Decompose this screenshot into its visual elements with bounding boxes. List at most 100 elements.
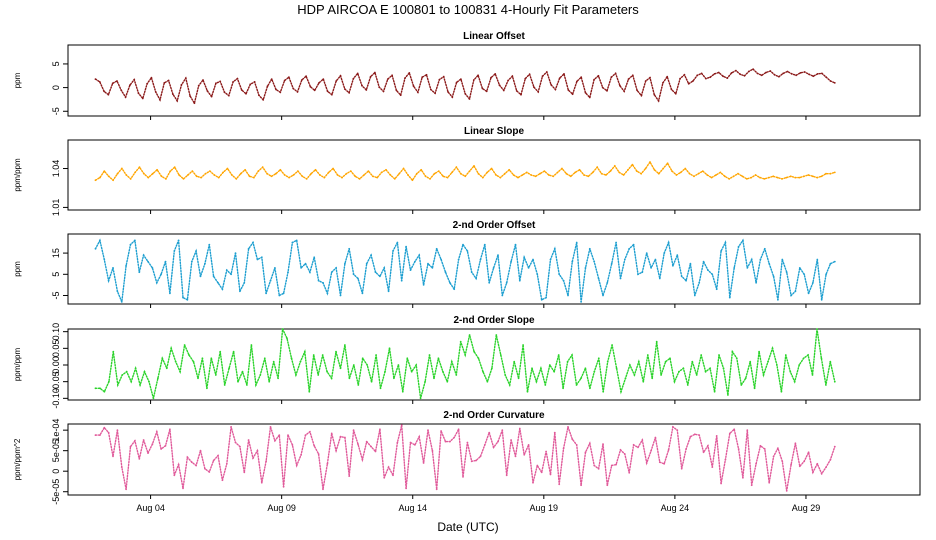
data-point bbox=[562, 447, 565, 450]
data-point bbox=[243, 281, 246, 284]
data-point bbox=[183, 344, 186, 346]
data-point bbox=[226, 167, 229, 170]
data-point bbox=[768, 262, 771, 265]
data-point bbox=[428, 354, 431, 356]
data-point bbox=[477, 357, 480, 360]
data-point bbox=[288, 76, 290, 79]
data-point bbox=[742, 476, 744, 479]
data-point bbox=[778, 75, 780, 78]
panel-frame bbox=[67, 139, 921, 211]
data-point bbox=[177, 239, 180, 242]
data-point bbox=[349, 170, 352, 173]
data-point bbox=[682, 367, 685, 370]
y-axis-label: ppm bbox=[13, 261, 22, 277]
data-point bbox=[282, 292, 285, 295]
data-point bbox=[803, 273, 806, 276]
data-point bbox=[326, 462, 329, 465]
data-point bbox=[695, 374, 698, 376]
data-point bbox=[669, 357, 671, 360]
data-point bbox=[357, 384, 360, 386]
data-point bbox=[601, 86, 604, 89]
data-point bbox=[785, 271, 788, 274]
data-point bbox=[344, 344, 346, 346]
data-point bbox=[685, 279, 687, 282]
y-tick-label: 0.05 bbox=[51, 340, 61, 358]
data-point bbox=[497, 254, 499, 257]
data-point bbox=[420, 168, 423, 171]
data-point bbox=[606, 90, 608, 92]
data-point bbox=[197, 377, 199, 380]
data-point bbox=[658, 277, 661, 280]
data-point bbox=[786, 70, 789, 73]
data-point bbox=[754, 174, 757, 176]
data-point bbox=[829, 458, 832, 461]
data-point bbox=[361, 458, 364, 461]
data-point bbox=[632, 444, 635, 446]
data-point bbox=[453, 288, 456, 291]
data-point bbox=[393, 178, 396, 180]
data-point bbox=[313, 89, 316, 92]
data-point bbox=[137, 92, 140, 95]
data-point bbox=[522, 344, 524, 346]
data-point bbox=[485, 90, 488, 93]
data-point bbox=[303, 350, 306, 353]
data-point bbox=[646, 354, 649, 356]
data-point bbox=[660, 374, 662, 376]
data-point bbox=[332, 167, 334, 170]
data-point bbox=[277, 377, 279, 380]
data-point bbox=[215, 82, 217, 85]
data-point bbox=[252, 457, 254, 459]
data-point bbox=[597, 357, 600, 360]
data-point bbox=[357, 277, 359, 280]
data-point bbox=[339, 74, 342, 77]
data-point bbox=[563, 73, 565, 75]
data-point bbox=[405, 487, 407, 490]
data-point bbox=[715, 435, 718, 437]
y-tick-label: 1.01 bbox=[51, 199, 61, 217]
data-point bbox=[833, 380, 836, 383]
data-point bbox=[580, 377, 582, 380]
data-point bbox=[204, 262, 206, 265]
data-point bbox=[108, 380, 110, 383]
data-point bbox=[270, 175, 273, 178]
data-point bbox=[740, 384, 743, 386]
data-point bbox=[370, 380, 373, 383]
data-point bbox=[540, 298, 543, 301]
data-point bbox=[807, 354, 809, 356]
data-point bbox=[274, 267, 276, 269]
data-point bbox=[459, 340, 462, 343]
data-point bbox=[565, 172, 568, 175]
data-point bbox=[326, 90, 329, 93]
data-point bbox=[339, 294, 342, 297]
data-point bbox=[488, 431, 491, 434]
data-point bbox=[633, 374, 636, 376]
data-point bbox=[737, 448, 740, 450]
data-point bbox=[702, 451, 705, 454]
data-point bbox=[649, 76, 651, 79]
data-point bbox=[812, 281, 814, 284]
data-point bbox=[606, 281, 609, 284]
data-point bbox=[399, 94, 402, 97]
data-point bbox=[558, 77, 561, 79]
data-point bbox=[130, 380, 133, 383]
data-point bbox=[593, 464, 596, 467]
data-point bbox=[588, 442, 591, 445]
data-point bbox=[161, 357, 164, 360]
data-point bbox=[706, 174, 709, 176]
data-point bbox=[392, 250, 394, 252]
data-point bbox=[710, 176, 713, 179]
data-point bbox=[829, 80, 832, 82]
data-point bbox=[495, 174, 497, 176]
data-point bbox=[112, 179, 114, 182]
data-point bbox=[562, 387, 564, 390]
data-point bbox=[473, 165, 475, 167]
data-point bbox=[319, 174, 321, 176]
data-point bbox=[644, 167, 647, 170]
data-point bbox=[427, 429, 429, 432]
data-point bbox=[134, 171, 137, 174]
data-point bbox=[331, 93, 333, 96]
data-point bbox=[679, 171, 682, 174]
y-tick-label: -0.10 bbox=[51, 388, 61, 409]
data-point bbox=[204, 172, 207, 175]
data-point bbox=[687, 82, 690, 85]
